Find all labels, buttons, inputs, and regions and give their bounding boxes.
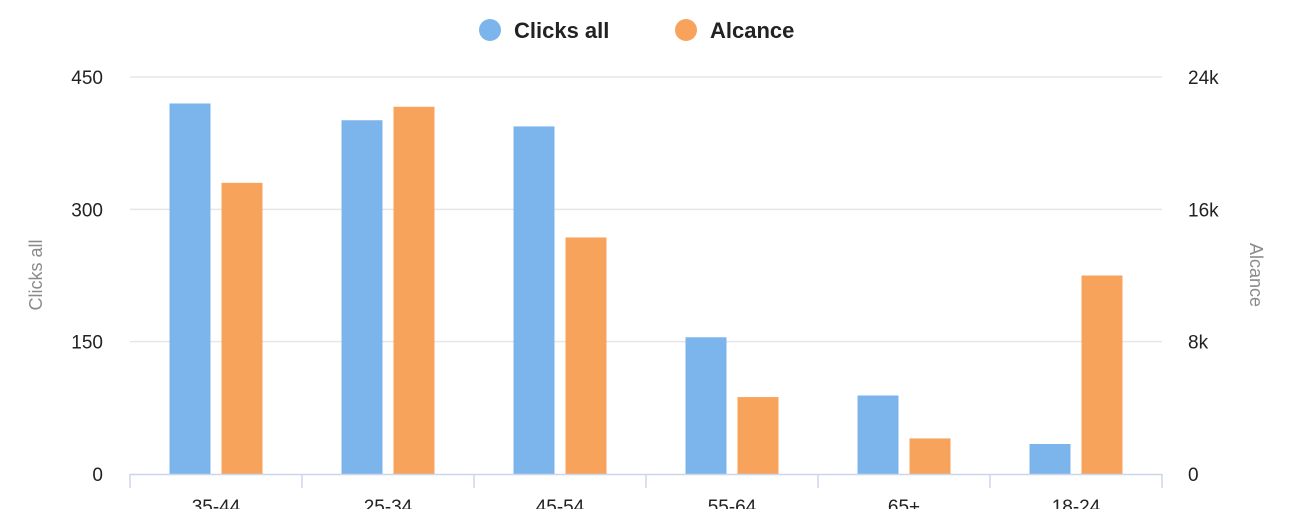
left-axis-tick-label: 450 bbox=[71, 68, 103, 89]
legend-item-clicks-all[interactable]: Clicks all bbox=[479, 18, 609, 43]
bar-clicks-all[interactable] bbox=[341, 120, 383, 475]
legend-label-clicks-all: Clicks all bbox=[514, 18, 609, 43]
bar-clicks-all[interactable] bbox=[685, 337, 727, 474]
x-axis-category-label: 55-64 bbox=[708, 497, 757, 509]
right-axis-ticks: 0 8k 16k 24k bbox=[1188, 68, 1219, 486]
bar-alcance[interactable] bbox=[565, 237, 607, 474]
left-axis-tick-label: 300 bbox=[71, 200, 103, 221]
right-axis-title: Alcance bbox=[1246, 243, 1266, 307]
x-axis-category-label: 18-24 bbox=[1052, 497, 1101, 509]
right-axis-tick-label: 24k bbox=[1188, 68, 1219, 89]
legend: Clicks all Alcance bbox=[479, 18, 794, 43]
bar-alcance[interactable] bbox=[1081, 275, 1123, 475]
legend-marker-alcance bbox=[675, 19, 697, 41]
left-axis-title: Clicks all bbox=[26, 239, 46, 310]
legend-item-alcance[interactable]: Alcance bbox=[675, 18, 794, 43]
legend-marker-clicks-all bbox=[479, 19, 501, 41]
bar-clicks-all[interactable] bbox=[513, 126, 555, 474]
bar-alcance[interactable] bbox=[737, 397, 779, 474]
bar-clicks-all[interactable] bbox=[1029, 444, 1071, 474]
bar-alcance[interactable] bbox=[909, 438, 951, 474]
right-axis-tick-label: 16k bbox=[1188, 200, 1219, 221]
right-axis-tick-label: 0 bbox=[1188, 465, 1199, 486]
x-axis-category-label: 35-44 bbox=[192, 497, 241, 509]
x-axis-category-label: 45-54 bbox=[536, 497, 585, 509]
bar-clicks-all[interactable] bbox=[857, 395, 899, 474]
x-axis-category-label: 25-34 bbox=[364, 497, 413, 509]
gridlines bbox=[130, 76, 1162, 343]
bars bbox=[169, 103, 1123, 475]
right-axis-tick-label: 8k bbox=[1188, 333, 1209, 354]
x-axis bbox=[129, 473, 1163, 488]
bar-alcance[interactable] bbox=[221, 182, 263, 474]
bar-alcance[interactable] bbox=[393, 106, 435, 475]
bar-clicks-all[interactable] bbox=[169, 103, 211, 474]
x-axis-category-label: 65+ bbox=[888, 497, 920, 509]
x-axis-ticks: 35-44 25-34 45-54 55-64 65+ 18-24 bbox=[192, 497, 1101, 509]
left-axis-ticks: 0 150 300 450 bbox=[71, 68, 103, 486]
left-axis-tick-label: 0 bbox=[92, 465, 103, 486]
legend-label-alcance: Alcance bbox=[710, 18, 794, 43]
left-axis-tick-label: 150 bbox=[71, 333, 103, 354]
